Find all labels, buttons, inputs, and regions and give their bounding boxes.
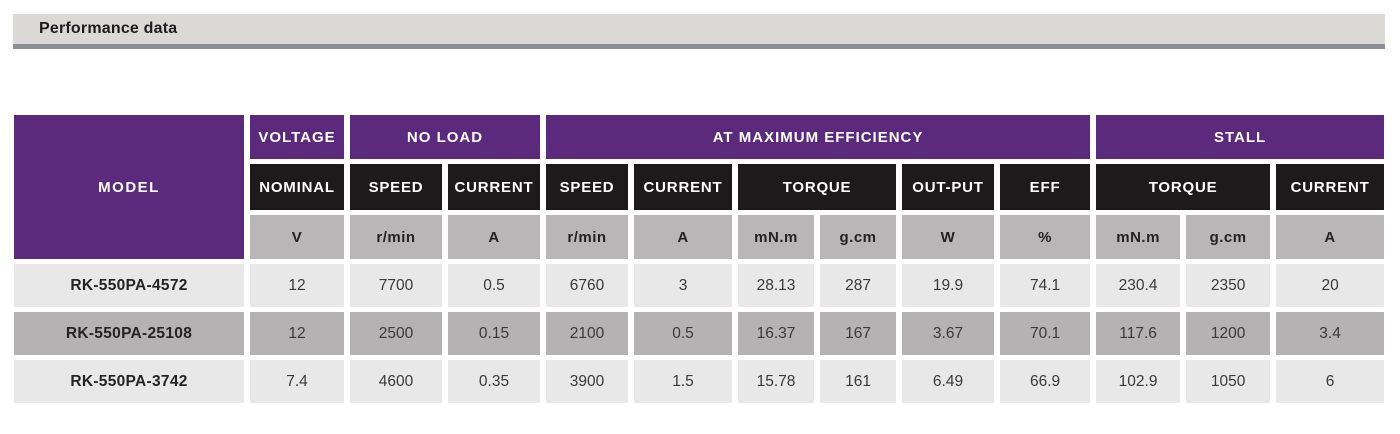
value-cell: 16.37 — [738, 312, 815, 355]
subheader-eff: EFF — [1000, 164, 1091, 210]
value-cell: 1.5 — [634, 360, 733, 403]
model-name: RK-550PA-25108 — [14, 312, 244, 355]
group-header-row: MODEL VOLTAGE NO LOAD AT MAXIMUM EFFICIE… — [14, 115, 1385, 259]
unit-volt: V — [250, 215, 344, 259]
subheader-output: OUT-PUT — [902, 164, 995, 210]
value-cell: 3900 — [546, 360, 629, 403]
value-cell: 167 — [820, 312, 897, 355]
value-cell: 3.4 — [1276, 312, 1385, 355]
unit-watt: W — [902, 215, 995, 259]
unit-amp-maxeff: A — [634, 215, 733, 259]
value-cell: 6760 — [546, 264, 629, 307]
value-cell: 1200 — [1186, 312, 1271, 355]
subheader-noload-speed: SPEED — [350, 164, 442, 210]
table-row: RK-550PA-25108 12 2500 0.15 2100 0.5 16.… — [14, 312, 1385, 355]
value-cell: 3 — [634, 264, 733, 307]
value-cell: 102.9 — [1096, 360, 1181, 403]
unit-rpm-noload: r/min — [350, 215, 442, 259]
value-cell: 15.78 — [738, 360, 815, 403]
subheader-stall-torque: TORQUE — [1096, 164, 1271, 210]
unit-percent: % — [1000, 215, 1091, 259]
header-model: MODEL — [14, 115, 244, 259]
value-cell: 19.9 — [902, 264, 995, 307]
value-cell: 7700 — [350, 264, 442, 307]
value-cell: 70.1 — [1000, 312, 1091, 355]
value-cell: 28.13 — [738, 264, 815, 307]
subheader-nominal: NOMINAL — [250, 164, 344, 210]
unit-mnm-maxeff: mN.m — [738, 215, 815, 259]
value-cell: 12 — [250, 264, 344, 307]
value-cell: 3.67 — [902, 312, 995, 355]
value-cell: 2100 — [546, 312, 629, 355]
unit-amp-stall: A — [1276, 215, 1385, 259]
page-title: Performance data — [39, 20, 178, 37]
unit-gcm-maxeff: g.cm — [820, 215, 897, 259]
header-voltage: VOLTAGE — [250, 115, 344, 159]
subheader-stall-current: CURRENT — [1276, 164, 1385, 210]
model-name: RK-550PA-4572 — [14, 264, 244, 307]
performance-table: MODEL VOLTAGE NO LOAD AT MAXIMUM EFFICIE… — [8, 110, 1390, 408]
subheader-maxeff-current: CURRENT — [634, 164, 733, 210]
value-cell: 6 — [1276, 360, 1385, 403]
value-cell: 4600 — [350, 360, 442, 403]
value-cell: 12 — [250, 312, 344, 355]
value-cell: 1050 — [1186, 360, 1271, 403]
unit-gcm-stall: g.cm — [1186, 215, 1271, 259]
performance-table-container: MODEL VOLTAGE NO LOAD AT MAXIMUM EFFICIE… — [8, 110, 1390, 408]
unit-rpm-maxeff: r/min — [546, 215, 629, 259]
table-row: RK-550PA-3742 7.4 4600 0.35 3900 1.5 15.… — [14, 360, 1385, 403]
unit-mnm-stall: mN.m — [1096, 215, 1181, 259]
header-stall: STALL — [1096, 115, 1385, 159]
value-cell: 117.6 — [1096, 312, 1181, 355]
value-cell: 74.1 — [1000, 264, 1091, 307]
value-cell: 230.4 — [1096, 264, 1181, 307]
value-cell: 0.5 — [634, 312, 733, 355]
model-name: RK-550PA-3742 — [14, 360, 244, 403]
subheader-maxeff-speed: SPEED — [546, 164, 629, 210]
header-no-load: NO LOAD — [350, 115, 541, 159]
sub-header-row: NOMINAL SPEED CURRENT SPEED CURRENT TORQ… — [14, 164, 1385, 210]
value-cell: 20 — [1276, 264, 1385, 307]
subheader-maxeff-torque: TORQUE — [738, 164, 897, 210]
value-cell: 287 — [820, 264, 897, 307]
table-row: RK-550PA-4572 12 7700 0.5 6760 3 28.13 2… — [14, 264, 1385, 307]
units-row: V r/min A r/min A mN.m g.cm W % mN.m g.c… — [14, 215, 1385, 259]
subheader-noload-current: CURRENT — [448, 164, 541, 210]
value-cell: 2350 — [1186, 264, 1271, 307]
value-cell: 161 — [820, 360, 897, 403]
value-cell: 0.35 — [448, 360, 541, 403]
value-cell: 7.4 — [250, 360, 344, 403]
unit-amp-noload: A — [448, 215, 541, 259]
section-title-bar: Performance data — [13, 14, 1385, 49]
value-cell: 2500 — [350, 312, 442, 355]
value-cell: 6.49 — [902, 360, 995, 403]
value-cell: 66.9 — [1000, 360, 1091, 403]
value-cell: 0.5 — [448, 264, 541, 307]
value-cell: 0.15 — [448, 312, 541, 355]
header-max-efficiency: AT MAXIMUM EFFICIENCY — [546, 115, 1091, 159]
